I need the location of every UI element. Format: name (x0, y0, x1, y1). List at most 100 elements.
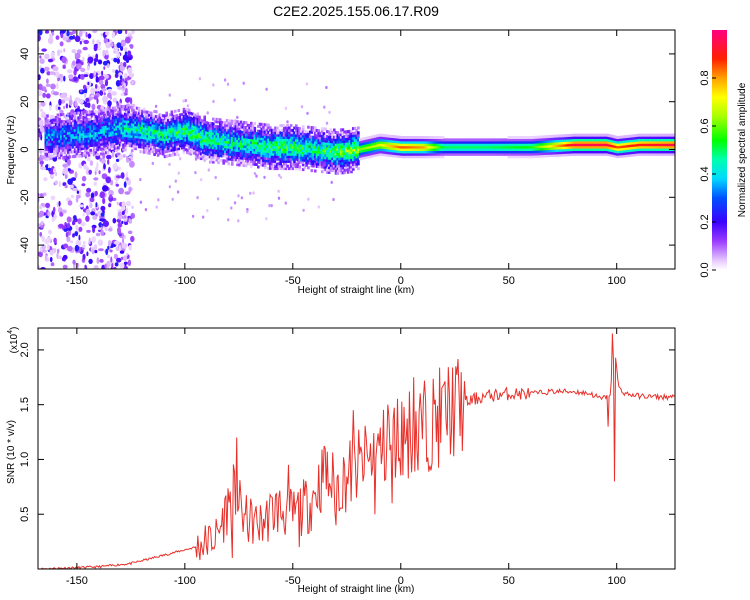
spectrogram-cell (538, 135, 542, 139)
spectrogram-cell (379, 138, 383, 142)
spectrogram-cell (167, 120, 170, 124)
spectrogram-cell (123, 138, 127, 142)
spectrogram-cell (111, 109, 115, 113)
spectrogram-cell (217, 137, 220, 141)
spectrogram-cell (447, 140, 450, 144)
spectrogram-cell (189, 145, 193, 149)
spectrogram-cell (391, 144, 395, 148)
spectrogram-cell (80, 73, 85, 80)
spectrogram-cell (184, 114, 187, 118)
spectrogram-cell (63, 122, 67, 126)
spectrogram-cell (219, 132, 222, 136)
spectrogram-cell (402, 140, 405, 144)
spectrogram-cell (104, 132, 108, 136)
spectrogram-cell (500, 140, 504, 144)
spectrogram-cell (269, 152, 272, 156)
spectrogram-cell (93, 181, 98, 186)
spectrogram-cell (189, 138, 193, 142)
spectrogram-cell (355, 143, 358, 147)
spectrogram-cell (398, 152, 402, 156)
spectrogram-cell (377, 145, 381, 149)
spectrogram-cell (279, 133, 282, 137)
spectrogram-cell (107, 159, 110, 165)
spectrogram-cell (196, 153, 200, 157)
spectrogram-cell (96, 141, 99, 144)
spectrogram-cell (139, 111, 143, 115)
spectrogram-cell (113, 120, 117, 124)
spectrogram-cell (85, 110, 89, 114)
spectrogram-cell (396, 142, 400, 146)
spectrogram-cell (301, 146, 305, 150)
spectrogram-cell (231, 138, 234, 142)
spectrogram-cell (49, 142, 53, 146)
spectrogram-cell (149, 118, 153, 122)
spectrogram-cell (324, 158, 327, 162)
spectrogram-cell (227, 121, 231, 125)
spectrogram-cell (324, 141, 327, 145)
spectrogram-cell (129, 137, 132, 141)
spectrogram-cell (77, 142, 80, 146)
spectrogram-cell (238, 122, 241, 126)
spectrogram-cell (238, 146, 241, 150)
spectrogram-cell (44, 131, 48, 135)
spectrogram-cell (144, 134, 148, 138)
spectrogram-cell (307, 197, 310, 201)
spectrogram-cell (175, 142, 179, 146)
spectrogram-cell (62, 36, 69, 41)
spectrogram-cell (61, 139, 65, 143)
spectrogram-cell (224, 126, 227, 130)
spectrogram-cell (54, 125, 58, 129)
spectrogram-cell (561, 141, 564, 145)
spectrogram-cell (269, 131, 272, 134)
spectrogram-cell (334, 147, 338, 151)
spectrogram-cell (104, 127, 108, 131)
spectrogram-cell (305, 156, 308, 160)
spectrogram-cell (199, 128, 203, 132)
spectrogram-cell (523, 152, 526, 156)
spectrogram-cell (521, 155, 524, 159)
spectrogram-cell (118, 126, 122, 130)
spectrogram-cell (319, 136, 322, 140)
spectrogram-cell (63, 136, 67, 140)
spectrogram-cell (263, 161, 267, 165)
spectrogram-cell (38, 34, 41, 42)
spectrogram-cell (124, 221, 129, 225)
spectrogram-cell (161, 147, 165, 151)
spectrogram-cell (182, 124, 186, 128)
spectrogram-cell (108, 141, 111, 144)
spectrogram-cell (158, 123, 162, 126)
spectrogram-cell (61, 122, 65, 126)
spectrogram-cell (241, 151, 244, 155)
spectrogram-cell (170, 124, 174, 128)
spectrogram-cell (38, 119, 44, 127)
spectrogram-cell (314, 136, 317, 139)
spectrogram-cell (109, 194, 112, 199)
spectrogram-cell (117, 122, 120, 126)
spectrogram-cell (58, 153, 61, 157)
spectrogram-cell (60, 153, 63, 157)
spectrogram-cell (225, 157, 229, 161)
spectrogram-cell (63, 146, 67, 150)
spectrogram-cell (260, 163, 263, 167)
spectrogram-cell (61, 127, 65, 131)
spectrogram-cell (448, 150, 452, 154)
spectrogram-cell (329, 168, 333, 172)
spectrogram-cell (212, 99, 215, 104)
spectrogram-cell (504, 140, 507, 144)
spectrogram-cell (386, 134, 390, 138)
spectrogram-cell (339, 157, 343, 161)
spectrogram-cell (388, 141, 391, 145)
spectrogram-cell (488, 140, 491, 144)
spectrogram-cell (381, 138, 384, 142)
spectrogram-cell (258, 141, 262, 145)
spectrogram-cell (186, 131, 189, 135)
spectrogram-cell (139, 126, 143, 130)
spectrogram-cell (346, 134, 350, 138)
spectrogram-cell (51, 130, 54, 134)
spectrogram-cell (177, 171, 180, 175)
spectrogram-cell (561, 143, 564, 147)
spectrogram-cell (253, 146, 257, 149)
spectrogram-cell (562, 153, 566, 157)
spectrogram-cell (122, 143, 125, 147)
spectrogram-cell (343, 135, 346, 139)
